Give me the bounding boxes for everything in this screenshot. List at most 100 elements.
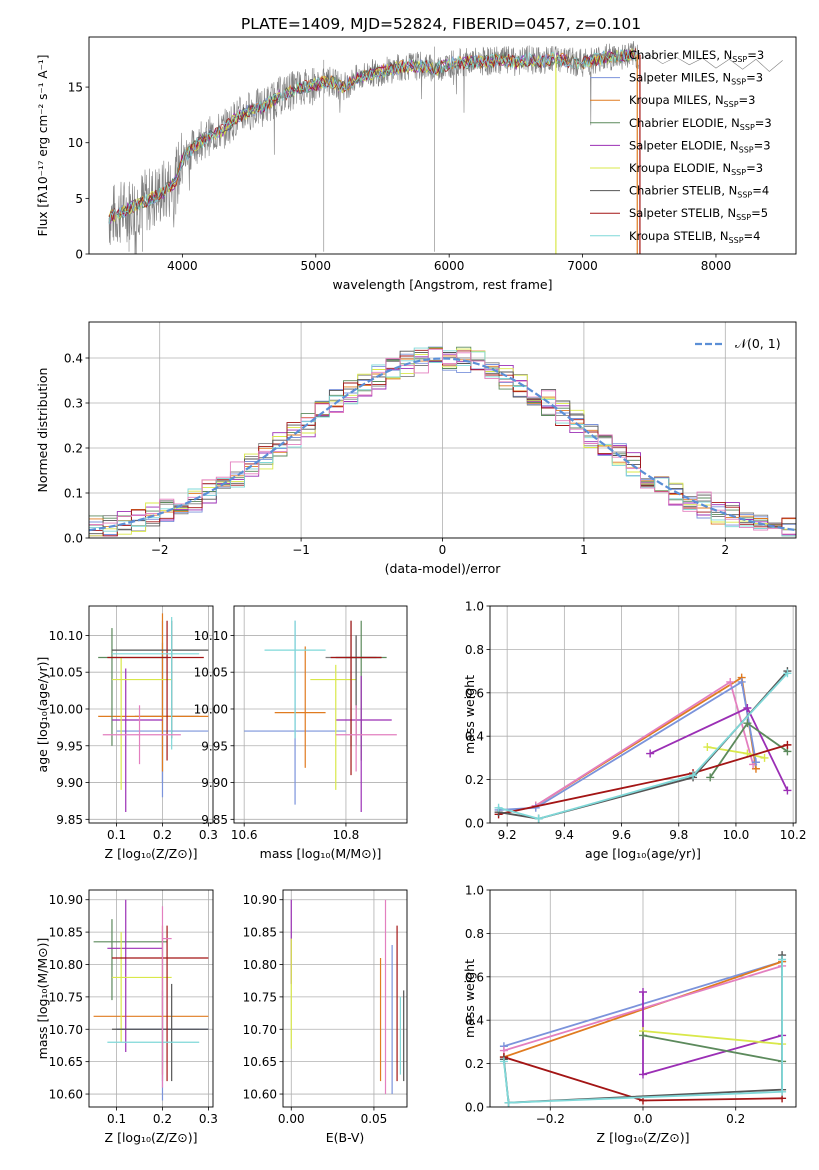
errorbar-point-pink — [335, 705, 397, 772]
x-tick-label: 9.2 — [498, 828, 517, 842]
chart-spectrum: 4000 5000 6000 7000 8000 0 5 10 15 wavelength [An… — [36, 36, 797, 292]
mass-weight-marker — [783, 786, 792, 795]
y-tick-label: 10.85 — [243, 926, 277, 940]
legend-entry-name: Chabrier MILES, N — [629, 48, 732, 62]
mass-weight-line-kroupa_stelib — [503, 959, 783, 1104]
y-tick-label: 1.0 — [465, 600, 484, 614]
legend-entry-suffix: =3 — [747, 48, 764, 62]
mass-weight-marker — [783, 740, 792, 749]
y-tick-label: 0.4 — [465, 1014, 484, 1028]
y-tick-label: 10 — [68, 136, 83, 150]
model-line-chabrier_miles — [108, 50, 636, 222]
legend-entry-sub: SSP — [740, 123, 755, 132]
y-axis-label: mass [log₁₀(M/M⊙)] — [35, 938, 50, 1060]
x-tick-label: 0.05 — [361, 1112, 388, 1126]
x-tick-label: 0 — [439, 543, 447, 557]
y-tick-label: 10.60 — [243, 1088, 277, 1102]
y-tick-label: 0.0 — [465, 1101, 484, 1115]
y-tick-label: 15 — [68, 81, 83, 95]
legend-entry-suffix: =5 — [751, 206, 768, 220]
legend-entry-suffix: =3 — [755, 116, 772, 130]
x-tick-label: 0.00 — [278, 1112, 305, 1126]
x-tick-label: 0.2 — [726, 1112, 745, 1126]
y-tick-label: 10.10 — [49, 629, 83, 643]
x-tick-label: 0.1 — [107, 828, 126, 842]
x-axis-label: Z [log₁₀(Z/Z⊙)] — [105, 1130, 198, 1145]
y-tick-label: 10.60 — [49, 1088, 83, 1102]
legend-entry: Chabrier ELODIE, NSSP=3 — [629, 116, 772, 132]
errorbar-point-salpeter_stelib — [330, 620, 382, 776]
errorbar-point-kroupa_stelib — [264, 620, 326, 739]
x-axis-label: Z [log₁₀(Z/Z⊙)] — [597, 1130, 690, 1145]
errorbar-point-salpeter_elodie — [335, 675, 392, 812]
x-tick-label: −2 — [151, 543, 169, 557]
errorbar-point-chabrier_elodie — [345, 620, 387, 761]
x-axis-label: Z [log₁₀(Z/Z⊙)] — [105, 846, 198, 861]
x-tick-label: 0.1 — [107, 1112, 126, 1126]
x-tick-label: 5000 — [301, 259, 332, 273]
plot-area — [108, 41, 783, 254]
y-axis-label: Flux [fλ10⁻¹⁷ erg cm⁻² s⁻¹ A⁻¹] — [36, 55, 50, 237]
errorbar-point-kroupa_elodie — [111, 657, 172, 790]
y-tick-label: 1.0 — [465, 884, 484, 898]
chart-mass-weight-vs-age: 9.2 9.4 9.6 9.8 10.0 10.2 0.0 0.2 0.4 0.6 0.8 1.0 ag… — [462, 600, 806, 862]
y-tick-label: 5 — [75, 192, 83, 206]
legend-entry: Salpeter ELODIE, NSSP=3 — [629, 138, 771, 154]
y-tick-label: 10.90 — [243, 893, 277, 907]
x-tick-label: 1 — [580, 543, 588, 557]
x-tick-label: 10.2 — [780, 828, 807, 842]
x-axis-label: mass [log₁₀(M/M⊙)] — [260, 846, 382, 861]
x-axis-label: wavelength [Angstrom, rest frame] — [332, 277, 552, 292]
y-tick-label: 10.80 — [49, 958, 83, 972]
legend-entry: Kroupa MILES, NSSP=3 — [629, 93, 755, 109]
x-tick-label: 9.6 — [612, 828, 631, 842]
y-tick-label: 10.65 — [243, 1055, 277, 1069]
legend-entry-sub: SSP — [732, 55, 747, 64]
chart-mass-vs-ebv: 0.00 0.05 10.60 10.65 10.70 10.75 10.80 10.85 10… — [243, 889, 408, 1145]
plot-area — [283, 890, 407, 1107]
figure-title: PLATE=1409, MJD=52824, FIBERID=0457, z=0… — [241, 15, 641, 33]
x-tick-label: 7000 — [567, 259, 598, 273]
x-axis-label: (data-model)/error — [385, 561, 502, 576]
mass-weight-marker — [639, 987, 647, 996]
y-tick-label: 10.00 — [194, 702, 228, 716]
errorbar-point-kroupa_miles — [274, 646, 326, 768]
chart-residuals: −2 −1 0 1 2 0.0 0.1 0.2 0.3 0.4 (data-model)/error… — [35, 321, 797, 576]
legend-entry-name: Kroupa ELODIE, N — [629, 161, 731, 175]
model-line-kroupa_stelib — [108, 49, 637, 225]
axes-frame — [88, 605, 214, 824]
errorbar-point-salpeter_elodie — [111, 668, 163, 812]
mass-weight-marker — [639, 1031, 647, 1040]
y-tick-label: 10.70 — [243, 1023, 277, 1037]
axes-frame — [88, 889, 214, 1108]
errorbar-point-kroupa_elodie — [310, 664, 357, 790]
model-line-chabrier_stelib — [108, 49, 636, 224]
legend-entry: Chabrier STELIB, NSSP=4 — [629, 184, 769, 200]
data-spectrum-line — [108, 41, 639, 254]
y-tick-label: 9.90 — [201, 776, 228, 790]
mass-weight-line-salpeter_miles — [498, 680, 757, 811]
mass-weight-marker — [743, 703, 752, 712]
y-tick-label: 10.05 — [194, 666, 228, 680]
x-tick-label: 4000 — [167, 259, 198, 273]
y-tick-label: 0.2 — [465, 1057, 484, 1071]
plot-area — [490, 606, 796, 823]
plot-area — [89, 606, 213, 823]
errorbar-point-chabrier_stelib — [335, 635, 382, 746]
mass-weight-marker — [778, 955, 787, 964]
y-tick-label: 10.85 — [49, 926, 83, 940]
legend-entry-sub: SSP — [731, 78, 746, 87]
legend-entry-sub: SSP — [739, 145, 754, 154]
errorbar-point-salpeter_stelib — [111, 925, 209, 1082]
x-tick-label: 10.8 — [333, 828, 360, 842]
legend-entry-suffix: =3 — [746, 161, 763, 175]
errorbar-point-kroupa_elodie — [111, 932, 172, 1043]
y-tick-label: 0.0 — [465, 817, 484, 831]
y-tick-label: 10.05 — [49, 666, 83, 680]
legend-entry-name: Chabrier STELIB, N — [629, 184, 737, 198]
mass-weight-marker — [639, 1070, 647, 1079]
axes-frame — [88, 36, 797, 255]
model-line-salpeter_stelib — [108, 48, 637, 221]
